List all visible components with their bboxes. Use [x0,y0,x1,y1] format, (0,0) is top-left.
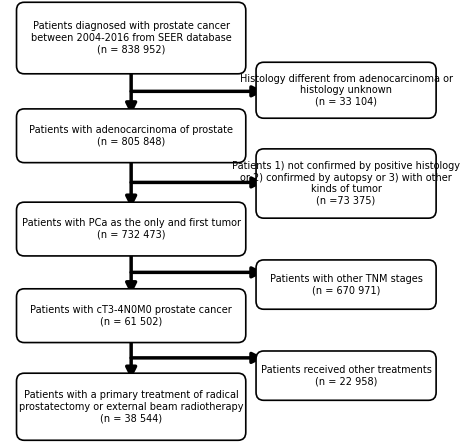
Text: Patients with adenocarcinoma of prostate
(n = 805 848): Patients with adenocarcinoma of prostate… [29,125,233,147]
Text: Patients with PCa as the only and first tumor
(n = 732 473): Patients with PCa as the only and first … [22,218,241,240]
FancyBboxPatch shape [17,373,246,440]
FancyBboxPatch shape [256,149,436,218]
Text: Patients with cT3-4N0M0 prostate cancer
(n = 61 502): Patients with cT3-4N0M0 prostate cancer … [30,305,232,326]
FancyBboxPatch shape [256,260,436,309]
Text: Patients received other treatments
(n = 22 958): Patients received other treatments (n = … [261,365,431,387]
FancyBboxPatch shape [17,109,246,163]
FancyBboxPatch shape [256,351,436,401]
FancyBboxPatch shape [17,2,246,74]
Text: Patients with a primary treatment of radical
prostatectomy or external beam radi: Patients with a primary treatment of rad… [19,390,243,423]
Text: Patients 1) not confirmed by positive histology
or 2) confirmed by autopsy or 3): Patients 1) not confirmed by positive hi… [232,161,460,206]
FancyBboxPatch shape [256,62,436,118]
FancyBboxPatch shape [17,202,246,256]
FancyBboxPatch shape [17,289,246,342]
Text: Patients with other TNM stages
(n = 670 971): Patients with other TNM stages (n = 670 … [270,274,422,295]
Text: Histology different from adenocarcinoma or
histology unknown
(n = 33 104): Histology different from adenocarcinoma … [239,74,453,107]
Text: Patients diagnosed with prostate cancer
between 2004-2016 from SEER database
(n : Patients diagnosed with prostate cancer … [31,21,231,55]
